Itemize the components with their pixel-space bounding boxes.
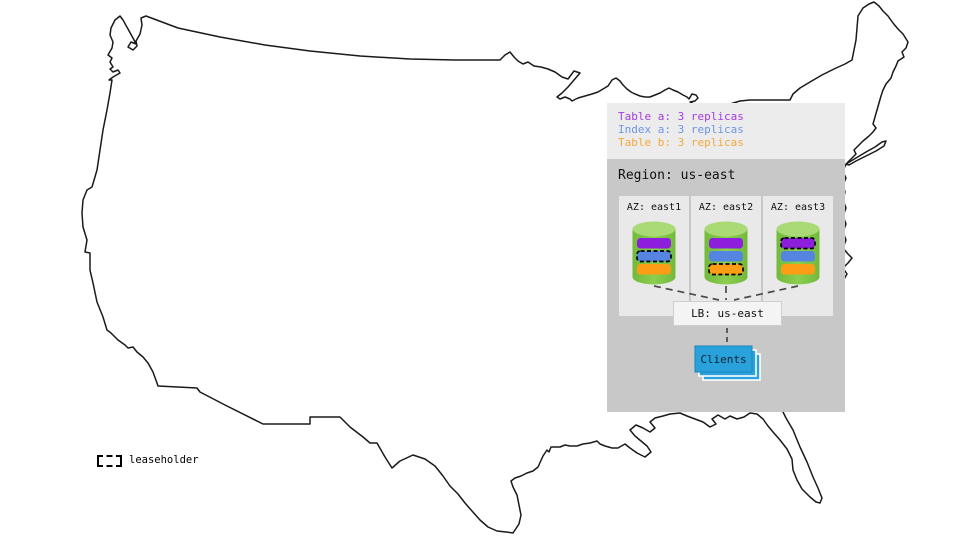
az-label: AZ: east3	[770, 202, 826, 213]
az-box-east3: AZ: east3	[763, 196, 833, 316]
az-box-east1: AZ: east1	[619, 196, 689, 316]
clients-label: Clients	[700, 352, 747, 366]
region-title: Region: us-east	[618, 168, 736, 183]
legend-item: Table b: 3 replicas	[618, 136, 744, 149]
load-balancer-box: LB: us-east	[673, 301, 782, 326]
legend-item: Index a: 3 replicas	[618, 123, 744, 136]
az-label: AZ: east1	[626, 202, 682, 213]
az-label: AZ: east2	[698, 202, 754, 213]
replica-legend-panel: Table a: 3 replicas Index a: 3 replicas Ta…	[607, 103, 845, 159]
legend-items: Table a: 3 replicas Index a: 3 replicas Ta…	[607, 103, 845, 149]
leaseholder-swatch	[97, 455, 122, 467]
long-island-path	[845, 140, 887, 166]
az-box-east2: AZ: east2	[691, 196, 761, 316]
legend-item: Table a: 3 replicas	[618, 110, 744, 123]
leaseholder-label: leaseholder	[129, 454, 199, 466]
lb-label: LB: us-east	[691, 307, 764, 320]
